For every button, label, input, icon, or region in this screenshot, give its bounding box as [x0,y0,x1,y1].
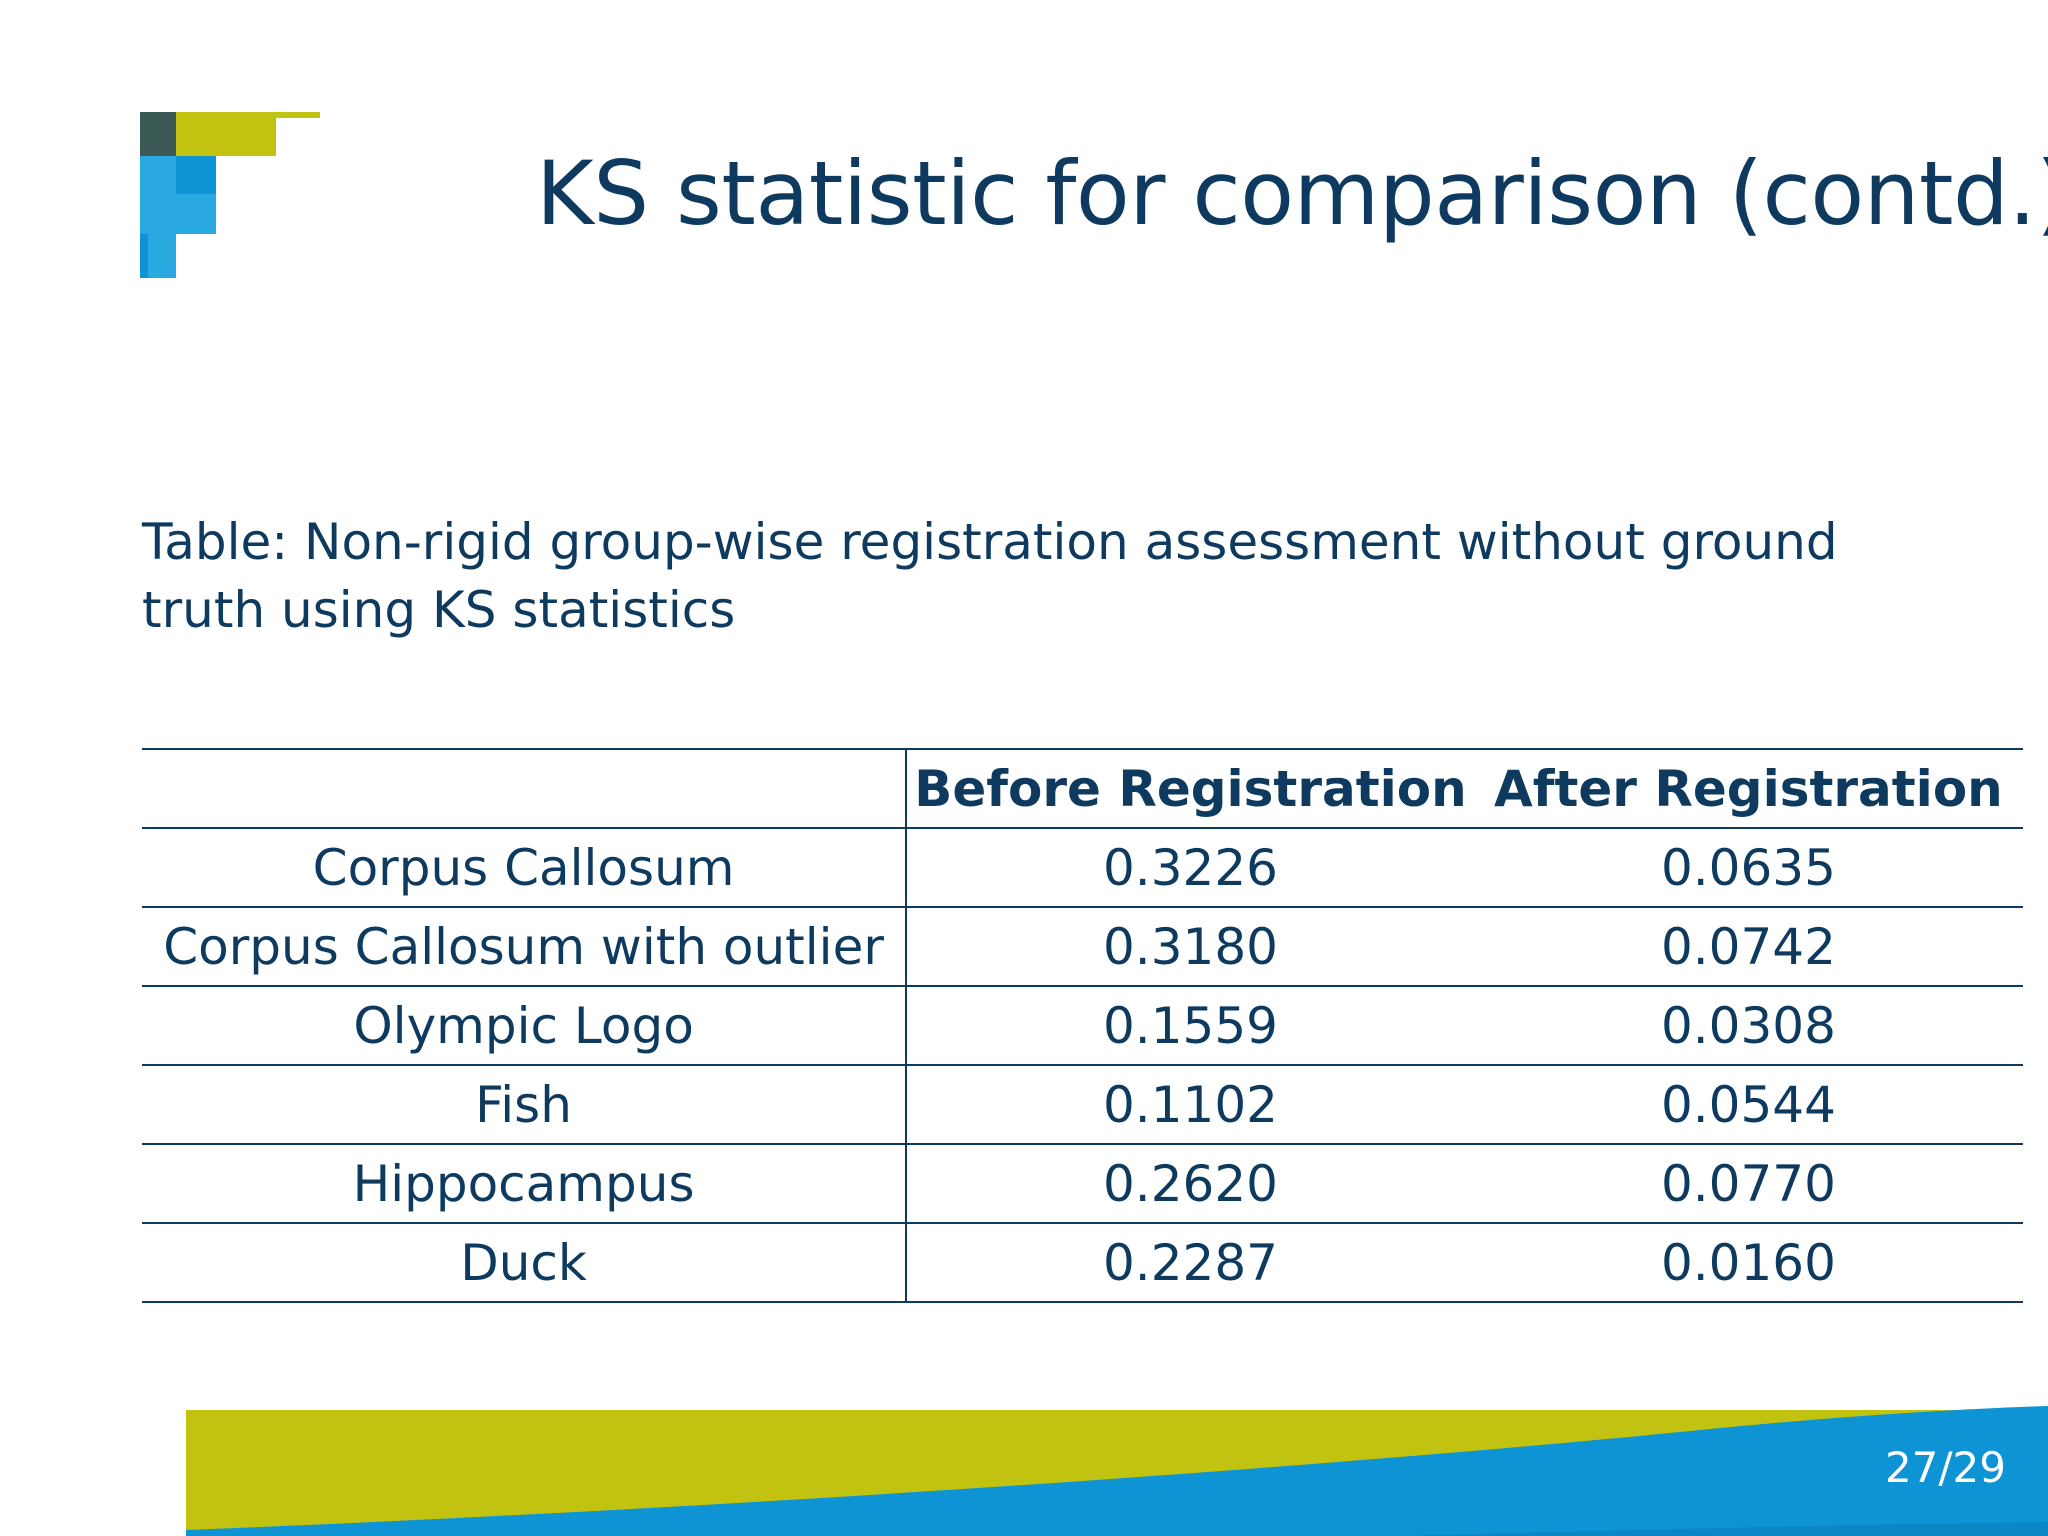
slide-title: KS statistic for comparison (contd.) [536,142,2048,245]
row-name: Fish [142,1065,908,1145]
header-name [142,748,908,829]
table-row: Duck 0.2287 0.0160 [142,1223,2023,1303]
before-value: 0.3226 [906,828,1474,908]
page-number: 27/29 [1884,1443,2006,1492]
footer-wave-band [186,1406,2048,1536]
header-before-registration: Before Registration [906,748,1474,829]
before-value: 0.2620 [906,1144,1474,1224]
table-row: Corpus Callosum with outlier 0.3180 0.07… [142,907,2023,987]
after-value: 0.0308 [1473,986,2023,1066]
before-value: 0.3180 [906,907,1474,987]
table-header-row: Before Registration After Registration [142,748,2023,829]
table-row: Fish 0.1102 0.0544 [142,1065,2023,1145]
logo-graphic [140,112,320,278]
table-caption: Table: Non-rigid group-wise registration… [142,513,1838,639]
ks-statistics-table: Before Registration After Registration C… [142,748,2023,1303]
after-value: 0.0160 [1473,1223,2023,1303]
after-value: 0.0742 [1473,907,2023,987]
table-row: Olympic Logo 0.1559 0.0308 [142,986,2023,1066]
before-value: 0.1559 [906,986,1474,1066]
before-value: 0.2287 [906,1223,1474,1303]
row-name: Corpus Callosum [142,828,908,908]
header-after-registration: After Registration [1473,748,2023,829]
row-name: Olympic Logo [142,986,908,1066]
table-row: Corpus Callosum 0.3226 0.0635 [142,828,2023,908]
after-value: 0.0544 [1473,1065,2023,1145]
row-name: Hippocampus [142,1144,908,1224]
row-name: Corpus Callosum with outlier [142,907,908,987]
table-row: Hippocampus 0.2620 0.0770 [142,1144,2023,1224]
after-value: 0.0635 [1473,828,2023,908]
row-name: Duck [142,1223,908,1303]
after-value: 0.0770 [1473,1144,2023,1224]
before-value: 0.1102 [906,1065,1474,1145]
